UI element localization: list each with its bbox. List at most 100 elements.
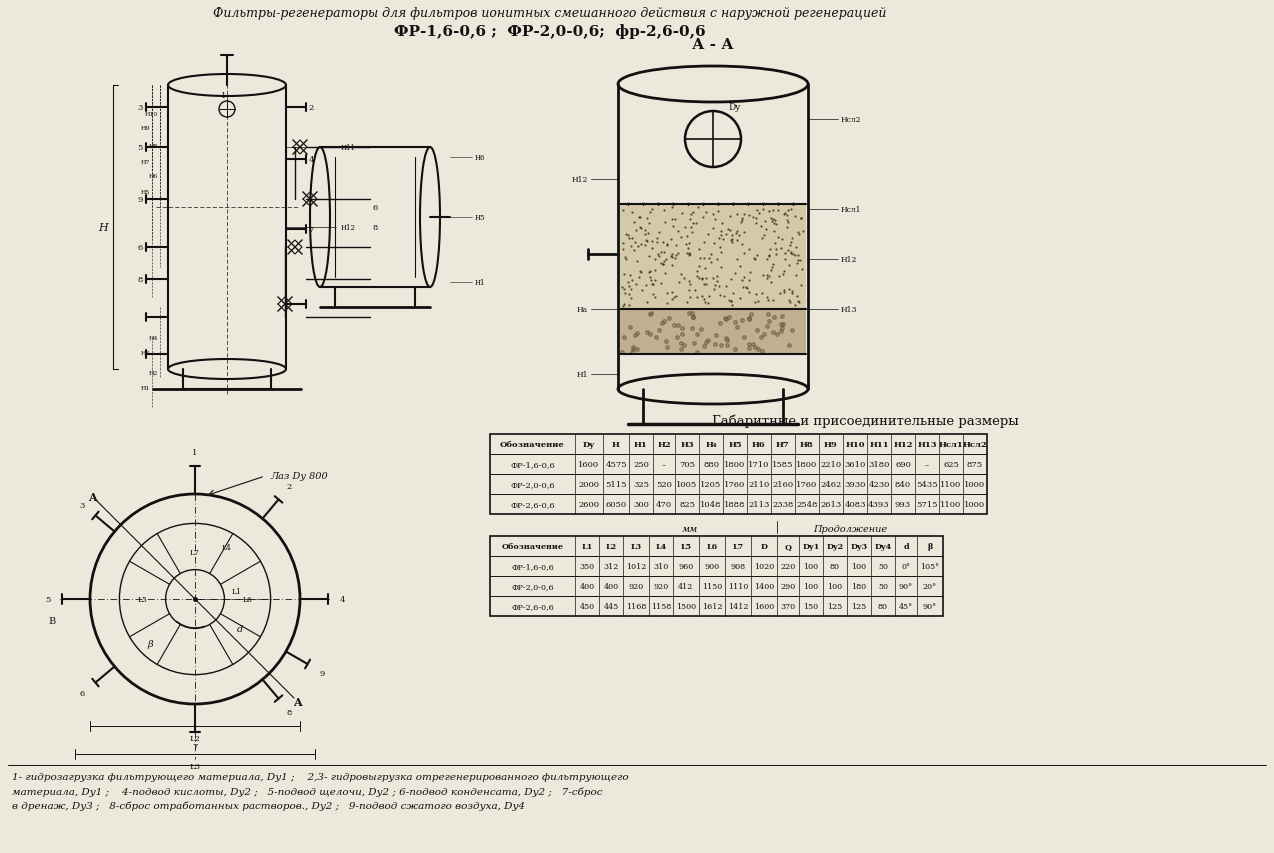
Text: H3: H3 [680,440,694,449]
Text: 1- гидрозагрузка фильтрующего материала, Dy1 ;    2,3- гидровыгрузка отрегенерир: 1- гидрозагрузка фильтрующего материала,… [11,773,628,781]
Text: 20°: 20° [922,583,938,590]
Text: 4: 4 [308,156,313,164]
Text: L1: L1 [581,543,592,550]
Text: Dy4: Dy4 [874,543,892,550]
Text: 412: 412 [678,583,693,590]
Text: H2: H2 [657,440,671,449]
Text: 2548: 2548 [796,501,818,508]
Text: 920: 920 [654,583,669,590]
Bar [620,310,806,355]
Text: 5715: 5715 [916,501,938,508]
Text: β: β [927,543,933,550]
Text: H11: H11 [869,440,889,449]
Text: H5: H5 [729,440,741,449]
Text: 3: 3 [80,501,85,509]
Text: L1: L1 [232,588,242,595]
Text: 8: 8 [287,708,292,716]
Text: 1800: 1800 [725,461,745,468]
Text: L7: L7 [190,548,200,556]
Text: 1100: 1100 [940,480,962,489]
Text: H6: H6 [475,154,485,162]
Text: 2462: 2462 [820,480,842,489]
Text: 4083: 4083 [845,501,866,508]
Text: Dy1: Dy1 [803,543,819,550]
Text: 450: 450 [580,602,595,610]
Text: 125: 125 [851,602,866,610]
Text: 8: 8 [138,276,143,284]
Text: 1000: 1000 [964,480,986,489]
Text: H₄: H₄ [706,440,717,449]
Text: 1048: 1048 [701,501,722,508]
Text: 1158: 1158 [651,602,671,610]
Text: 300: 300 [633,501,648,508]
Text: 1110: 1110 [727,583,748,590]
Text: 7: 7 [308,226,313,234]
Text: 1005: 1005 [676,480,698,489]
Text: Фильтры-регенераторы для фильтров ионитных смешанного действия с наружной регене: Фильтры-регенераторы для фильтров ионитн… [213,8,887,20]
Text: H11: H11 [341,144,355,152]
Text: A: A [88,491,97,502]
Text: L5: L5 [680,543,692,550]
Text: 80: 80 [878,602,888,610]
Text: H5: H5 [140,189,150,194]
Text: H7: H7 [776,440,790,449]
Text: H10: H10 [845,440,865,449]
Text: 3180: 3180 [869,461,889,468]
Text: 50: 50 [878,562,888,571]
Text: 220: 220 [781,562,796,571]
Text: ФР-2,0-0,6: ФР-2,0-0,6 [510,480,554,489]
Text: Dy: Dy [727,103,740,113]
Text: ФР-2,6-0,6: ФР-2,6-0,6 [511,602,554,610]
Text: 1888: 1888 [724,501,745,508]
Text: 900: 900 [705,562,720,571]
Text: 4: 4 [339,595,345,603]
Text: H6: H6 [149,174,158,179]
Text: Dy: Dy [583,440,595,449]
Text: 4575: 4575 [605,461,627,468]
Text: B: B [48,617,56,626]
Text: 2000: 2000 [578,480,600,489]
Text: А - А: А - А [692,38,734,52]
Text: 90°: 90° [899,583,913,590]
Text: Обозначение: Обозначение [502,543,563,550]
Text: H2: H2 [149,371,158,376]
Text: H10: H10 [145,112,158,116]
Text: Лаз Dy 800: Лаз Dy 800 [270,472,327,481]
Text: 1760: 1760 [796,480,818,489]
Text: H8: H8 [149,144,158,149]
Text: 370: 370 [781,602,795,610]
Text: ФР-2,0-0,6: ФР-2,0-0,6 [511,583,554,590]
Text: 6: 6 [372,204,377,212]
Text: 250: 250 [633,461,648,468]
Text: H12: H12 [572,176,589,183]
Text: Q: Q [785,543,791,550]
Text: 5: 5 [138,144,143,152]
Text: 1760: 1760 [725,480,745,489]
Text: L3: L3 [631,543,642,550]
Text: H1: H1 [140,386,150,391]
Text: 5435: 5435 [916,480,938,489]
Text: 45°: 45° [899,602,913,610]
Text: L6: L6 [707,543,717,550]
Text: 1412: 1412 [727,602,748,610]
Text: 520: 520 [656,480,671,489]
Text: 9: 9 [138,196,143,204]
Text: в дренаж, Dy3 ;   8-сброс отработанных растворов., Dy2 ;   9-подвод сжатого возд: в дренаж, Dy3 ; 8-сброс отработанных рас… [11,800,525,809]
Text: 1400: 1400 [754,583,775,590]
Bar [490,537,943,616]
Text: 0°: 0° [902,562,911,571]
Text: 2600: 2600 [578,501,600,508]
Text: H4: H4 [149,336,158,341]
Text: 625: 625 [943,461,959,468]
Text: 445: 445 [604,602,619,610]
Text: 80: 80 [829,562,840,571]
Text: L3: L3 [190,762,200,770]
Text: 1205: 1205 [701,480,721,489]
Text: Dy3: Dy3 [851,543,868,550]
Text: H: H [98,223,108,233]
Text: 2160: 2160 [772,480,794,489]
Text: 1000: 1000 [964,501,986,508]
Text: 1020: 1020 [754,562,775,571]
Text: H6: H6 [752,440,766,449]
Text: H9: H9 [824,440,838,449]
